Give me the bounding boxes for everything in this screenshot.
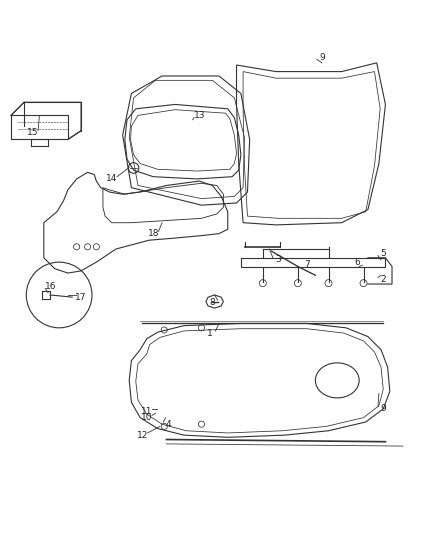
Text: 9: 9 bbox=[319, 53, 325, 62]
Text: 7: 7 bbox=[304, 260, 310, 269]
Text: 10: 10 bbox=[141, 413, 152, 422]
Text: 2: 2 bbox=[381, 275, 386, 284]
Text: 5: 5 bbox=[380, 249, 386, 258]
Text: 11: 11 bbox=[141, 407, 152, 416]
Text: 6: 6 bbox=[354, 259, 360, 268]
Text: 18: 18 bbox=[148, 229, 159, 238]
Text: 16: 16 bbox=[45, 282, 56, 290]
Text: 3: 3 bbox=[275, 255, 281, 264]
Text: 14: 14 bbox=[106, 174, 117, 183]
Text: 13: 13 bbox=[194, 111, 205, 120]
Text: 12: 12 bbox=[137, 431, 148, 440]
Text: 4: 4 bbox=[166, 419, 171, 429]
Text: 1: 1 bbox=[207, 328, 213, 337]
Text: 17: 17 bbox=[75, 293, 87, 302]
Text: 15: 15 bbox=[27, 128, 39, 138]
Text: 8: 8 bbox=[209, 298, 215, 307]
Text: 9: 9 bbox=[380, 405, 386, 414]
